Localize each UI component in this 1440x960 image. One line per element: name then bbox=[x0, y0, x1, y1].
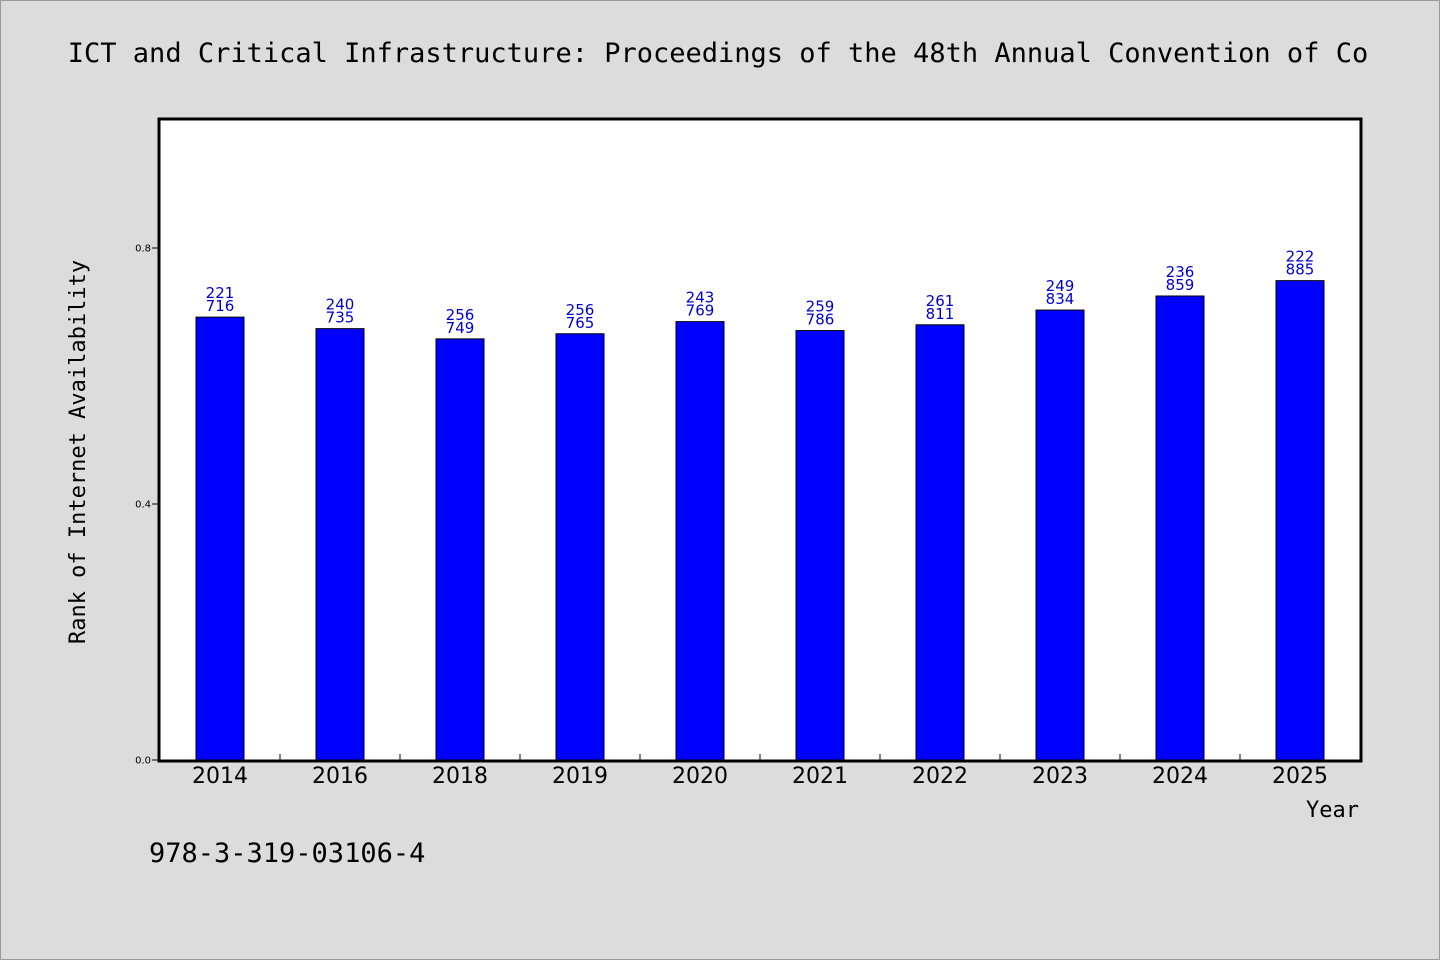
bar-label-top: 243 bbox=[686, 289, 715, 307]
x-tick-label: 2020 bbox=[672, 764, 728, 789]
bar-label-bottom: 859 bbox=[1166, 276, 1195, 294]
bar-label-top: 249 bbox=[1046, 277, 1075, 295]
bar bbox=[195, 316, 245, 761]
bar-label-bottom: 885 bbox=[1286, 261, 1315, 279]
x-tick-label: 2024 bbox=[1152, 764, 1208, 789]
x-tick-label: 2014 bbox=[192, 764, 248, 789]
bar-label-bottom: 834 bbox=[1046, 290, 1075, 308]
bar bbox=[915, 324, 965, 761]
bar-label-bottom: 716 bbox=[206, 297, 235, 315]
bar-label-bottom: 811 bbox=[926, 305, 955, 323]
x-tick-label: 2023 bbox=[1032, 764, 1088, 789]
bar-label-bottom: 749 bbox=[446, 319, 475, 337]
bar bbox=[795, 330, 845, 761]
x-tick-label: 2018 bbox=[432, 764, 488, 789]
x-tick-label: 2022 bbox=[912, 764, 968, 789]
isbn-text: 978-3-319-03106-4 bbox=[149, 838, 425, 869]
bar bbox=[1275, 280, 1325, 761]
bar bbox=[1035, 309, 1085, 761]
bar-label-top: 256 bbox=[566, 301, 595, 319]
bar-label-top: 261 bbox=[926, 292, 955, 310]
bar-label-bottom: 735 bbox=[326, 309, 355, 327]
x-tick-label: 2019 bbox=[552, 764, 608, 789]
bar-label-top: 236 bbox=[1166, 263, 1195, 281]
y-axis-label: Rank of Internet Availability bbox=[66, 260, 91, 644]
y-axis-ticks: 0.0 0.4 0.8 bbox=[135, 244, 160, 767]
bar bbox=[435, 338, 485, 761]
x-tick-label: 2021 bbox=[792, 764, 848, 789]
bar bbox=[555, 333, 605, 761]
bar-label-top: 240 bbox=[326, 296, 355, 314]
bar-label-top: 259 bbox=[806, 298, 835, 316]
x-axis-ticks: 2014 2016 2018 2019 2020 2021 2022 2023 2024 2025 bbox=[192, 754, 1328, 789]
bar-label-top: 221 bbox=[206, 284, 235, 302]
x-tick-label: 2016 bbox=[312, 764, 368, 789]
y-tick-label: 0.8 bbox=[135, 244, 151, 255]
bar-label-bottom: 786 bbox=[806, 311, 835, 329]
bar bbox=[315, 328, 365, 761]
x-axis-label: Year bbox=[1306, 798, 1359, 823]
bar-label-bottom: 769 bbox=[686, 302, 715, 320]
bar-label-top: 256 bbox=[446, 306, 475, 324]
bar-label-top: 222 bbox=[1286, 248, 1315, 266]
bar-label-bottom: 765 bbox=[566, 314, 595, 332]
y-tick-label: 0.0 bbox=[135, 756, 151, 767]
y-tick-label: 0.4 bbox=[135, 500, 151, 511]
x-tick-label: 2025 bbox=[1272, 764, 1328, 789]
chart-title: ICT and Critical Infrastructure: Proceed… bbox=[68, 38, 1368, 69]
bar bbox=[1155, 295, 1205, 761]
bar bbox=[675, 321, 725, 761]
